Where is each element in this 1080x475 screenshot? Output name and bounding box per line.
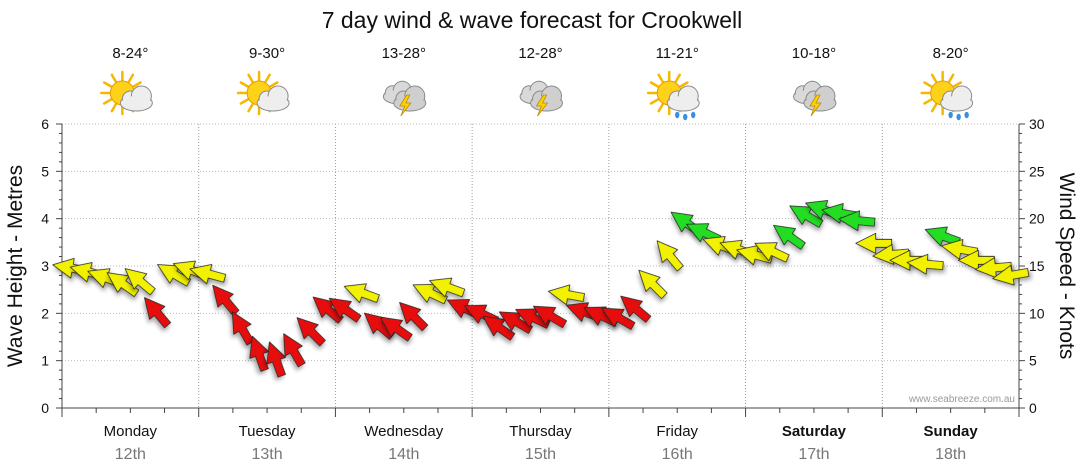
- y-axis-left-label: Wave Height - Metres: [4, 165, 27, 367]
- left-tick-label: 0: [41, 400, 49, 416]
- wind-arrow: [296, 317, 326, 347]
- right-tick-label: 30: [1029, 116, 1045, 132]
- day-name-label: Tuesday: [239, 423, 296, 440]
- right-tick-label: 20: [1029, 211, 1045, 227]
- left-tick-label: 6: [41, 116, 49, 132]
- right-tick-label: 15: [1029, 258, 1045, 274]
- wind-arrow: [380, 316, 413, 342]
- credit-text: www.seabreeze.com.au: [908, 394, 1015, 405]
- day-date-label: 14th: [388, 446, 419, 463]
- day-date-label: 12th: [115, 446, 146, 463]
- wind-arrow: [656, 240, 684, 272]
- day-date-label: 17th: [798, 446, 829, 463]
- day-date-label: 18th: [935, 446, 966, 463]
- temperature-range: 12-28°: [518, 45, 562, 62]
- day-date-label: 15th: [525, 446, 556, 463]
- wind-arrow: [515, 308, 551, 329]
- wind-arrow: [482, 315, 516, 341]
- day-name-label: Friday: [656, 423, 698, 440]
- day-date-label: 13th: [252, 446, 283, 463]
- wind-arrow: [266, 341, 287, 378]
- wind-arrow: [638, 269, 668, 299]
- wind-arrow: [231, 311, 255, 346]
- temperature-range: 11-21°: [656, 45, 699, 62]
- sun-cloud-icon: [100, 70, 153, 116]
- wind-arrow: [498, 311, 533, 334]
- left-tick-label: 1: [41, 353, 49, 369]
- storm-cloud-icon: [382, 80, 427, 117]
- right-tick-label: 10: [1029, 305, 1045, 321]
- wind-arrow: [144, 297, 172, 329]
- wind-arrow: [212, 284, 240, 316]
- wind-arrow: [773, 224, 806, 250]
- right-tick-label: 5: [1029, 353, 1037, 369]
- wind-arrow: [157, 264, 192, 287]
- day-name-label: Sunday: [924, 423, 979, 440]
- temperature-range: 8-20°: [933, 45, 969, 62]
- wind-arrow: [412, 283, 448, 305]
- wind-arrow: [620, 295, 652, 323]
- left-tick-label: 4: [41, 211, 49, 227]
- left-tick-label: 5: [41, 163, 49, 179]
- wind-arrow: [283, 333, 306, 368]
- wind-arrow: [533, 305, 567, 329]
- wind-arrow: [601, 307, 636, 330]
- wind-arrow: [328, 297, 362, 323]
- day-date-label: 16th: [662, 446, 693, 463]
- right-tick-label: 0: [1029, 400, 1037, 416]
- day-name-label: Saturday: [782, 423, 847, 440]
- temperature-range: 13-28°: [382, 45, 426, 62]
- temperature-range: 8-24°: [112, 45, 148, 62]
- wind-arrow: [736, 245, 773, 266]
- wind-arrow: [343, 283, 380, 303]
- day-name-label: Monday: [104, 423, 158, 440]
- wind-arrow: [189, 264, 227, 285]
- wind-arrow: [838, 210, 876, 232]
- left-tick-label: 2: [41, 305, 49, 321]
- wind-arrow: [789, 205, 824, 228]
- wind-arrow: [429, 277, 466, 298]
- daily-forecast-row: 8-24° 9-30° 13-28° 12-28° 11-21° 10-18° 8-20°: [100, 45, 974, 121]
- wind-arrow: [312, 296, 344, 324]
- sun-rain-icon: [646, 70, 700, 121]
- grid-lines: [62, 123, 1019, 408]
- wind-arrow: [249, 335, 269, 372]
- temperature-range: 10-18°: [792, 45, 836, 62]
- sun-rain-icon: [920, 70, 974, 121]
- left-tick-label: 3: [41, 258, 49, 274]
- day-name-label: Thursday: [509, 423, 572, 440]
- wind-arrow: [124, 268, 156, 296]
- temperature-range: 9-30°: [249, 45, 285, 62]
- wind-arrow: [399, 302, 429, 332]
- wind-arrow: [754, 242, 790, 263]
- wind-arrow: [906, 253, 944, 275]
- wind-arrow: [106, 272, 140, 298]
- chart-title: 7 day wind & wave forecast for Crookwell: [322, 7, 743, 33]
- wind-arrow: [547, 284, 585, 305]
- day-name-label: Wednesday: [364, 423, 443, 440]
- sun-cloud-icon: [236, 70, 290, 116]
- storm-cloud-icon: [793, 80, 837, 117]
- storm-cloud-icon: [519, 80, 563, 117]
- x-axis-day-labels: Monday 12th Tuesday 13th Wednesday 14th Thursd…: [104, 423, 979, 463]
- axes: 0 1 2 3 4 5 6 0 5 10 15 20 25 30: [41, 116, 1045, 417]
- wind-arrows: [52, 200, 1030, 378]
- right-tick-label: 25: [1029, 163, 1045, 179]
- wind-arrow: [992, 264, 1030, 286]
- y-axis-right-label: Wind Speed - Knots: [1055, 173, 1078, 360]
